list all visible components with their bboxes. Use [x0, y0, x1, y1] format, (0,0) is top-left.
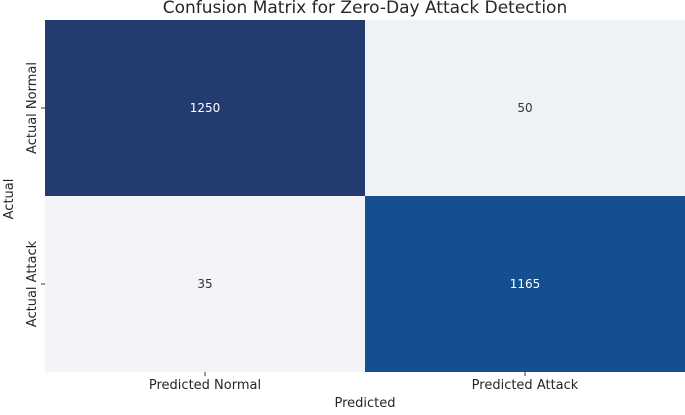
cell-value-label-r0-c1: 50 — [517, 101, 532, 115]
y-tick-label-0: Actual Normal — [25, 62, 40, 154]
chart-title: Confusion Matrix for Zero-Day Attack Det… — [163, 0, 567, 18]
cell-value-label-r0-c0: 1250 — [190, 101, 221, 115]
heatmap-cell-r0-c1 — [365, 20, 685, 196]
x-tick-label-0: Predicted Normal — [149, 378, 261, 393]
cell-value-label-r1-c1: 1165 — [510, 277, 541, 291]
heatmap-cell-r1-c1 — [365, 196, 685, 372]
axis-ticks: Predicted Normal Predicted Attack Actual N… — [25, 62, 579, 393]
heatmap-cell-r1-c0 — [45, 196, 365, 372]
heatmap-cell-r0-c0 — [45, 20, 365, 196]
x-axis-label: Predicted — [334, 396, 395, 411]
y-tick-label-1: Actual Attack — [25, 240, 40, 327]
y-axis-label: Actual — [2, 179, 17, 220]
heatmap-cells: 1250 50 35 1165 — [45, 20, 685, 372]
x-tick-label-1: Predicted Attack — [472, 378, 579, 393]
cell-value-label-r1-c0: 35 — [197, 277, 212, 291]
